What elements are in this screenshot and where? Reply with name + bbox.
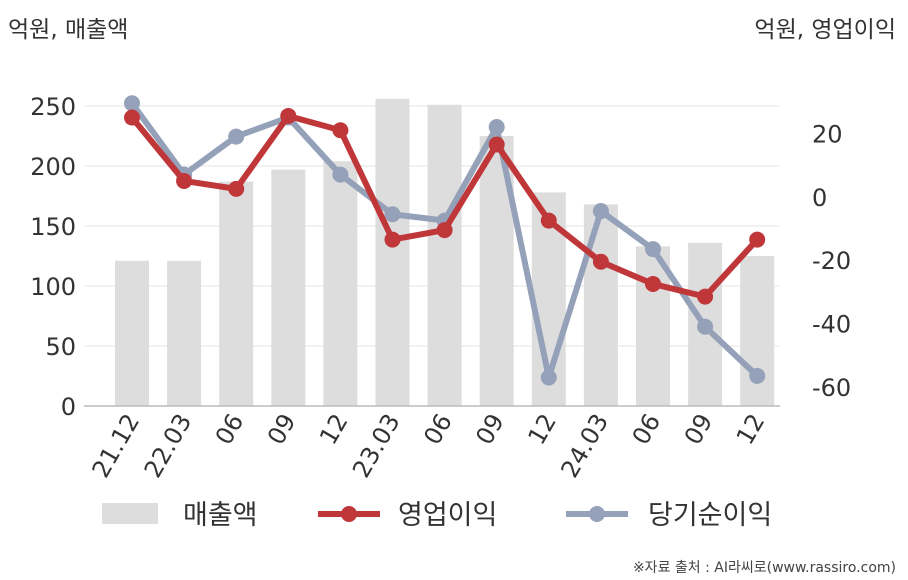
legend: 매출액 영업이익 당기순이익 (102, 500, 772, 531)
legend-bar-swatch (102, 503, 158, 524)
operating-profit-point (488, 136, 505, 153)
x-tick-label: 12 (522, 409, 562, 449)
right-tick-label: -40 (812, 311, 851, 339)
revenue-bar (583, 204, 618, 406)
operating-profit-point (436, 222, 453, 239)
source-note: ※자료 출처 : AI라씨로(www.rassiro.com) (633, 560, 896, 576)
x-tick-label: 21.12 (87, 409, 146, 483)
net-income-point (488, 119, 505, 136)
x-tick-label: 09 (679, 409, 719, 449)
operating-profit-point (332, 122, 349, 139)
net-income-point (697, 318, 714, 335)
operating-profit-point (124, 109, 140, 126)
right-tick-label: -20 (812, 247, 851, 275)
left-tick-label: 100 (30, 273, 76, 301)
operating-profit-point (749, 231, 766, 248)
operating-profit-point (645, 275, 661, 292)
operating-profit-point (228, 180, 245, 197)
revenue-bar (427, 104, 462, 407)
legend-label-operating-profit: 영업이익 (398, 500, 497, 531)
left-tick-label: 200 (30, 153, 76, 181)
revenue-bar (271, 169, 306, 406)
net-income-point (645, 241, 661, 258)
legend-label-net-income: 당기순이익 (648, 500, 772, 531)
x-tick-label: 23.03 (347, 409, 406, 483)
revenue-bar (219, 181, 254, 406)
net-income-point (228, 128, 245, 145)
left-tick-label: 50 (45, 333, 76, 361)
right-axis-ticks: 20 0 -20 -40 -60 (812, 120, 851, 402)
x-tick-label: 06 (418, 409, 458, 449)
revenue-bar (375, 98, 410, 407)
net-income-point (332, 166, 349, 183)
revenue-bars (115, 98, 775, 407)
right-tick-label: -60 (812, 374, 851, 402)
revenue-bar (115, 260, 149, 406)
operating-profit-point (592, 253, 609, 270)
legend-marker-net-income (589, 506, 605, 522)
operating-profit-point (540, 212, 557, 229)
legend-item-revenue: 매출액 (102, 500, 258, 531)
x-tick-label: 24.03 (555, 409, 614, 483)
net-income-point (540, 369, 557, 386)
left-tick-label: 0 (61, 393, 76, 421)
x-tick-label: 09 (262, 409, 302, 449)
left-axis-title: 억원, 매출액 (8, 17, 128, 43)
operating-profit-point (697, 288, 714, 305)
net-income-point (384, 206, 401, 223)
right-tick-label: 20 (812, 120, 843, 148)
revenue-bar (636, 246, 670, 406)
net-income-point (592, 203, 609, 220)
operating-profit-point (384, 231, 401, 248)
left-tick-label: 250 (30, 93, 76, 121)
left-tick-label: 150 (30, 213, 76, 241)
revenue-bar (167, 260, 202, 406)
operating-profit-point (176, 172, 193, 189)
right-tick-label: 0 (812, 184, 827, 212)
legend-label-revenue: 매출액 (183, 500, 258, 531)
right-axis-title: 억원, 영업이익 (754, 17, 896, 43)
x-tick-label: 06 (210, 409, 250, 449)
x-tick-label: 12 (731, 409, 771, 449)
net-income-point (124, 95, 140, 112)
revenue-bar (323, 161, 358, 406)
profit-lines (124, 95, 766, 386)
x-tick-label: 12 (314, 409, 354, 449)
x-tick-label: 22.03 (139, 409, 198, 483)
left-axis-ticks: 0 50 100 150 200 250 (30, 93, 76, 421)
operating-profit-point (280, 107, 297, 124)
net-income-point (749, 367, 766, 384)
x-tick-label: 09 (470, 409, 510, 449)
legend-item-operating-profit: 영업이익 (318, 500, 497, 531)
legend-item-net-income: 당기순이익 (566, 500, 772, 531)
legend-marker-operating-profit (341, 506, 357, 522)
x-tick-label: 06 (627, 409, 667, 449)
